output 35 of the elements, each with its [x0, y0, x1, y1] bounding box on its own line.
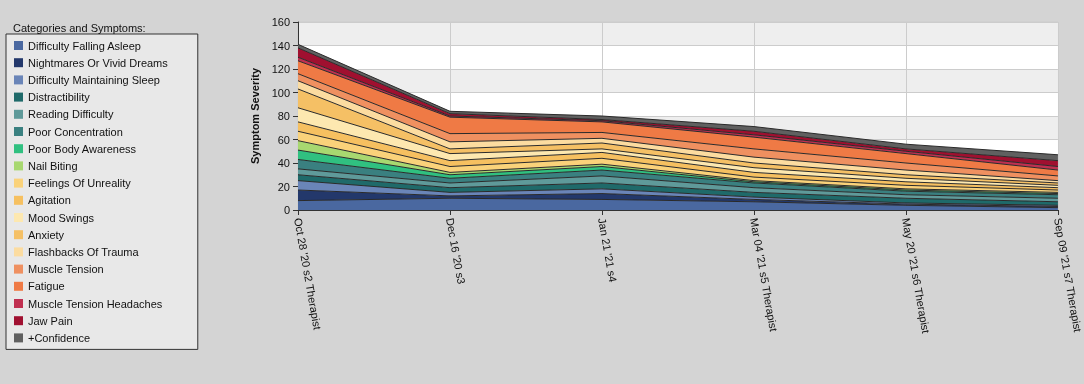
- legend-label: +Confidence: [28, 331, 91, 344]
- y-tick-label: 100: [271, 86, 290, 99]
- legend-label: Muscle Tension Headaches: [28, 297, 163, 310]
- y-tick-label: 140: [271, 39, 290, 52]
- legend-label: Reading Difficulty: [28, 108, 114, 121]
- y-tick-label: 60: [277, 133, 290, 146]
- x-tick-label: Jan 21 '21 s4: [596, 216, 620, 284]
- legend-label: Nail Biting: [28, 159, 78, 172]
- legend-label: Muscle Tension: [28, 263, 104, 276]
- legend-label: Anxiety: [28, 228, 65, 241]
- y-tick-label: 0: [283, 204, 290, 216]
- x-tick-label: Dec 16 '20 s3: [444, 216, 468, 285]
- legend-label: Difficulty Falling Asleep: [28, 39, 141, 52]
- legend-label: Poor Body Awareness: [28, 142, 137, 155]
- legend-label: Distractibility: [28, 91, 91, 104]
- legend-label: Jaw Pain: [28, 314, 73, 327]
- legend-title: Categories and Symptoms:: [13, 21, 146, 34]
- y-axis-title: Symptom Severity: [249, 67, 262, 164]
- y-tick-label: 80: [277, 110, 290, 122]
- legend-label: Agitation: [28, 194, 71, 207]
- y-tick-label: 160: [271, 16, 290, 28]
- legend-label: Poor Concentration: [28, 125, 123, 138]
- legend-label: Fatigue: [28, 280, 65, 293]
- x-tick-label: Oct 28 '20 s2 Therapist: [292, 216, 324, 331]
- legend-label: Nightmares Or Vivid Dreams: [28, 56, 169, 69]
- legend-label: Flashbacks Of Trauma: [28, 245, 140, 258]
- y-tick-label: 40: [277, 157, 290, 169]
- legend-label: Difficulty Maintaining Sleep: [28, 73, 160, 86]
- y-tick-label: 20: [277, 180, 290, 193]
- x-tick-label: Mar 04 '21 s5 Therapist: [748, 216, 780, 333]
- x-tick-label: Sep 09 '21 s7 Therapist: [1052, 216, 1084, 333]
- y-tick-label: 120: [271, 63, 290, 75]
- legend-label: Feelings Of Unreality: [28, 177, 132, 190]
- x-tick-label: May 20 '21 s6 Therapist: [900, 216, 933, 335]
- legend-label: Mood Swings: [28, 211, 95, 224]
